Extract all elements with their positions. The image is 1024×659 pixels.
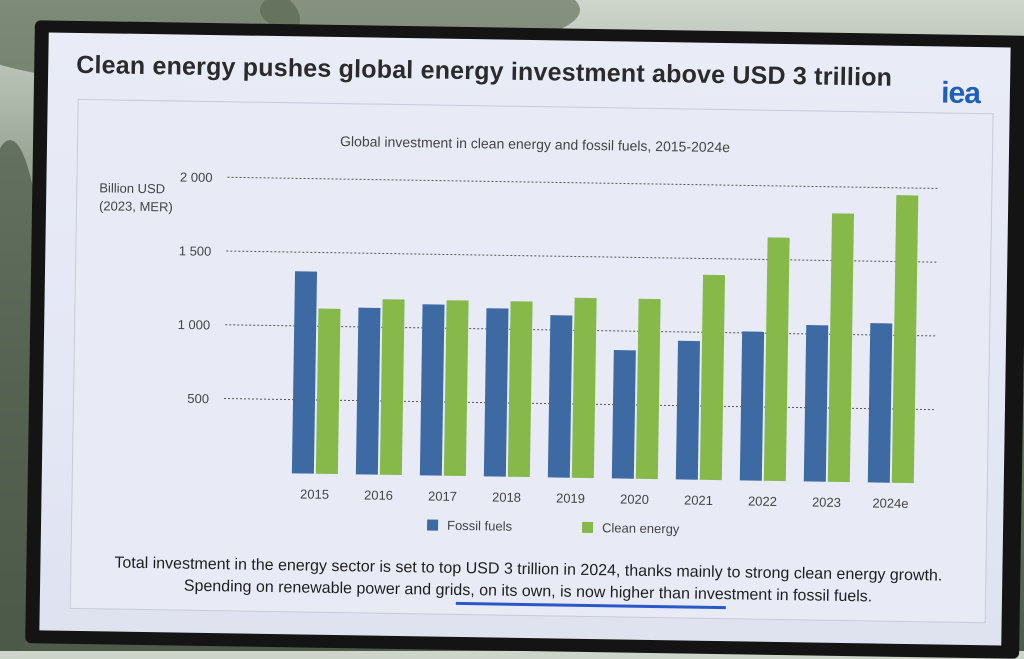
- bar-clean-energy: [443, 300, 469, 477]
- bar-chart: Global investment in clean energy and fo…: [99, 133, 940, 536]
- x-tick-label: 2020: [620, 491, 649, 506]
- bar-fossil-fuels: [291, 271, 318, 474]
- bar-fossil-fuels: [675, 340, 700, 480]
- bar-clean-energy: [379, 299, 405, 476]
- y-tick-label: 2 000: [180, 170, 213, 186]
- bar-clean-energy: [571, 297, 597, 479]
- x-tick-label: 2019: [556, 490, 585, 505]
- bar-clean-energy: [763, 237, 790, 482]
- y-tick-label: 500: [187, 391, 209, 406]
- bar-fossil-fuels: [547, 315, 573, 478]
- x-tick-label: 2018: [492, 489, 521, 504]
- y-axis-label-line2: (2023, MER): [99, 198, 173, 214]
- legend-label: Clean energy: [602, 520, 680, 536]
- bar-clean-energy: [699, 274, 726, 481]
- slide-screen: Clean energy pushes global energy invest…: [39, 32, 1011, 646]
- y-tick-label: 1 000: [178, 317, 211, 333]
- x-tick-label: 2024e: [872, 495, 908, 511]
- bar-fossil-fuels: [355, 307, 381, 475]
- legend-swatch: [581, 521, 594, 534]
- bar-clean-energy: [507, 301, 533, 478]
- legend-swatch: [426, 519, 439, 531]
- gridline: [227, 176, 940, 189]
- slide-title: Clean energy pushes global energy invest…: [76, 50, 893, 92]
- bar-fossil-fuels: [611, 350, 636, 479]
- bar-clean-energy: [315, 308, 341, 475]
- gridline: [226, 250, 939, 263]
- x-tick-label: 2022: [748, 493, 777, 508]
- iea-logo: iea: [940, 76, 981, 111]
- bar-fossil-fuels: [419, 304, 445, 476]
- chart-title: Global investment in clean energy and fo…: [340, 133, 730, 155]
- y-axis-label-line1: Billion USD: [99, 180, 165, 196]
- x-tick-label: 2017: [428, 488, 457, 503]
- bar-fossil-fuels: [867, 323, 893, 483]
- monitor-frame: Clean energy pushes global energy invest…: [25, 20, 1024, 659]
- y-tick-label: 1 500: [179, 243, 212, 259]
- bar-fossil-fuels: [803, 325, 829, 482]
- x-tick-label: 2021: [684, 492, 713, 507]
- bar-fossil-fuels: [483, 308, 509, 477]
- bar-clean-energy: [635, 298, 661, 480]
- x-tick-label: 2016: [364, 487, 393, 502]
- x-tick-label: 2023: [812, 494, 841, 509]
- chart-panel: Global investment in clean energy and fo…: [69, 98, 994, 624]
- legend-label: Fossil fuels: [447, 518, 513, 534]
- bar-clean-energy: [827, 213, 855, 483]
- bar-fossil-fuels: [739, 331, 765, 481]
- x-tick-label: 2015: [300, 486, 329, 501]
- bar-clean-energy: [891, 195, 919, 484]
